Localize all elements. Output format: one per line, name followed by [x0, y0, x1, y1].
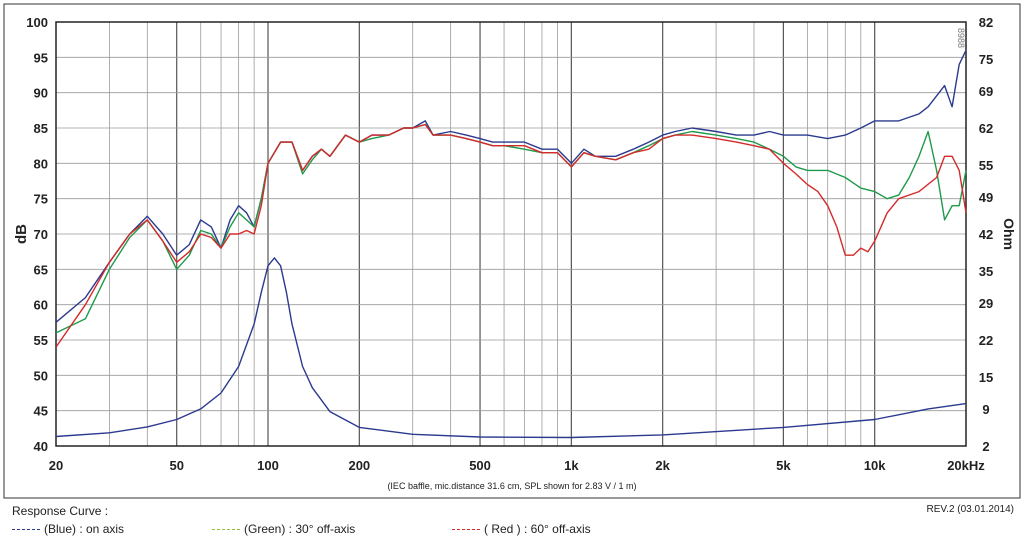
- y-tick-label: 80: [34, 156, 48, 171]
- y-tick-label: 40: [34, 439, 48, 454]
- legend-label-green: (Green) : 30° off-axis: [244, 522, 356, 536]
- y-tick-label: 45: [34, 404, 48, 419]
- series-line-30deg-off-axis: [55, 123, 967, 334]
- x-tick-label: 1k: [564, 458, 579, 473]
- series-line-60deg-off-axis: [55, 123, 967, 348]
- x-tick-label: 10k: [864, 458, 886, 473]
- x-tick-label: 20: [49, 458, 63, 473]
- y-tick-labels: 40 45 50 55 60 65 70 75 80 85 90 95 100: [26, 15, 48, 454]
- response-curve-caption: Response Curve :: [12, 504, 109, 518]
- x-tick-label: 5k: [776, 458, 791, 473]
- y2-tick-label: 49: [979, 190, 993, 205]
- y2-tick-label: 55: [979, 158, 993, 173]
- x-tick-label: 50: [169, 458, 183, 473]
- x-tick-label: 500: [469, 458, 491, 473]
- measurement-note: (IEC baffle, mic.distance 31.6 cm, SPL s…: [387, 481, 636, 491]
- plot-area-border: [55, 21, 967, 447]
- chart-footer: Response Curve : REV.2 (03.01.2014) (Blu…: [6, 500, 1018, 544]
- y-tick-label: 85: [34, 121, 48, 136]
- series-lines: [55, 49, 967, 439]
- legend-item-green: (Green) : 30° off-axis: [212, 522, 355, 536]
- legend-item-blue: (Blue) : on axis: [12, 522, 124, 536]
- y2-tick-label: 62: [979, 121, 993, 136]
- y-tick-label: 90: [34, 86, 48, 101]
- revision-label: REV.2 (03.01.2014): [926, 504, 1014, 515]
- chart-outer-frame: [3, 3, 1021, 499]
- y2-tick-label: 9: [982, 402, 989, 417]
- y-tick-label: 100: [26, 15, 48, 30]
- y2-tick-label: 35: [979, 264, 993, 279]
- y2-tick-label: 75: [979, 52, 993, 67]
- y-tick-label: 60: [34, 298, 48, 313]
- y2-axis-label: Ohm: [1001, 218, 1017, 250]
- y2-tick-label: 69: [979, 84, 993, 99]
- x-tick-label: 20kHz: [947, 458, 985, 473]
- legend-label-red: ( Red ) : 60° off-axis: [484, 522, 591, 536]
- y-tick-label: 70: [34, 227, 48, 242]
- y2-tick-label: 82: [979, 15, 993, 30]
- x-tick-label: 200: [348, 458, 370, 473]
- legend-item-red: ( Red ) : 60° off-axis: [452, 522, 591, 536]
- y-tick-label: 65: [34, 262, 48, 277]
- x-tick-labels: 20 50 100 200 500 1k 2k 5k 10k 20kHz: [49, 458, 986, 473]
- y-axis-label: dB: [13, 224, 30, 244]
- y-tick-label: 50: [34, 368, 48, 383]
- series-line-on-axis: [55, 49, 967, 323]
- y-tick-label: 55: [34, 333, 48, 348]
- y-tick-label: 75: [34, 192, 48, 207]
- y2-tick-label: 42: [979, 227, 993, 242]
- y2-tick-label: 2: [982, 439, 989, 454]
- y2-tick-label: 29: [979, 296, 993, 311]
- legend-swatch-red: [452, 528, 480, 530]
- watermark-code: 8988: [956, 28, 966, 48]
- series-line-impedance: [55, 257, 967, 439]
- y2-tick-label: 15: [979, 370, 993, 385]
- y-tick-label: 95: [34, 50, 48, 65]
- frequency-response-chart: 20 50 100 200 500 1k 2k 5k 10k 20kHz 40 45 50 55 60 65…: [3, 3, 1021, 499]
- x-tick-label: 100: [257, 458, 279, 473]
- y2-tick-label: 22: [979, 333, 993, 348]
- legend: (Blue) : on axis (Green) : 30° off-axis …: [12, 522, 1012, 540]
- x-tick-label: 2k: [655, 458, 670, 473]
- legend-swatch-blue: [12, 528, 40, 530]
- legend-label-blue: (Blue) : on axis: [44, 522, 125, 536]
- legend-swatch-green: [212, 528, 240, 530]
- grid-lines: [56, 22, 966, 446]
